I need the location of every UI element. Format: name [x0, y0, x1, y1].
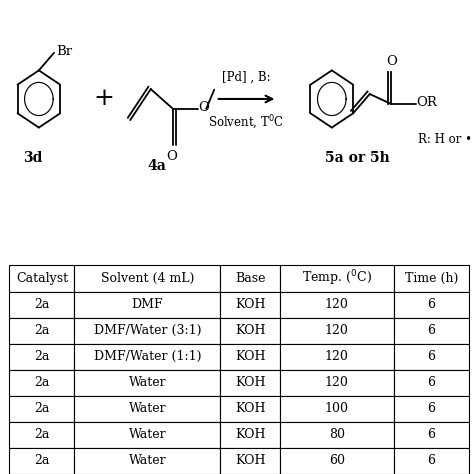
Text: Br: Br: [56, 45, 73, 58]
Text: +: +: [93, 88, 114, 110]
Text: O: O: [199, 101, 210, 114]
Text: 4a: 4a: [147, 159, 166, 173]
Text: O: O: [166, 150, 177, 163]
Text: OR: OR: [417, 96, 438, 109]
Text: [Pd] , B:: [Pd] , B:: [222, 71, 271, 83]
Text: O: O: [387, 55, 398, 68]
Text: 3d: 3d: [24, 151, 43, 164]
Text: R: H or •: R: H or •: [418, 133, 472, 146]
Text: 5a or 5h: 5a or 5h: [326, 151, 390, 164]
Text: Solvent, T$^0$C: Solvent, T$^0$C: [209, 114, 284, 132]
